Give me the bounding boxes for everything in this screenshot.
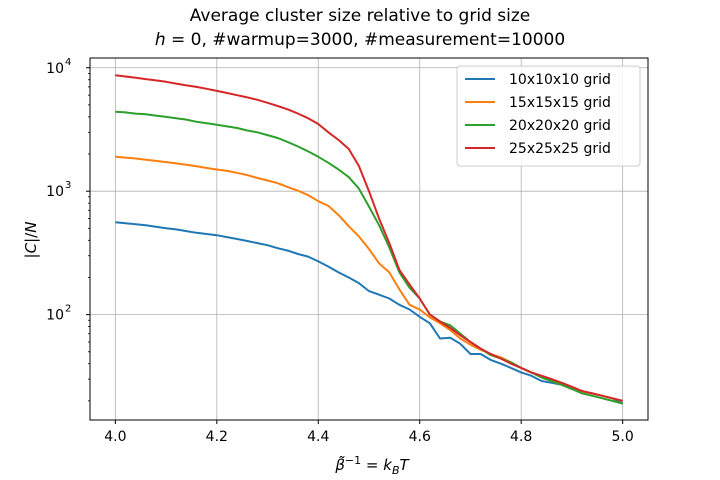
chart-title: Average cluster size relative to grid si…	[189, 6, 531, 26]
legend-label: 25x25x25 grid	[509, 141, 611, 157]
legend-label: 20x20x20 grid	[509, 118, 611, 134]
y-tick-label: 10	[46, 184, 64, 200]
legend-label: 15x15x15 grid	[509, 95, 611, 111]
y-tick-exponent: 2	[65, 304, 71, 315]
chart-subtitle: h = 0, #warmup=3000, #measurement=10000	[154, 30, 566, 50]
x-tick-label: 4.2	[206, 429, 228, 445]
x-tick-label: 4.4	[307, 429, 329, 445]
series-line-4	[115, 74, 623, 402]
series-line-1	[115, 221, 624, 405]
y-tick-exponent: 3	[65, 180, 71, 191]
x-tick-label: 4.0	[104, 429, 126, 445]
series-line-3	[115, 110, 623, 405]
y-tick-label: 10	[46, 61, 64, 77]
x-tick-label: 4.8	[510, 429, 532, 445]
y-tick-label: 10	[46, 308, 64, 324]
x-tick-label: 4.6	[409, 429, 431, 445]
legend-box	[456, 65, 641, 167]
y-tick-exponent: 4	[65, 57, 71, 68]
legend-label: 10x10x10 grid	[509, 72, 611, 88]
x-axis-label: β̃−1 = kBT	[334, 454, 410, 477]
y-axis-label: |C|/N	[22, 222, 40, 259]
x-tick-label: 5.0	[612, 429, 634, 445]
plot-frame	[89, 57, 649, 421]
